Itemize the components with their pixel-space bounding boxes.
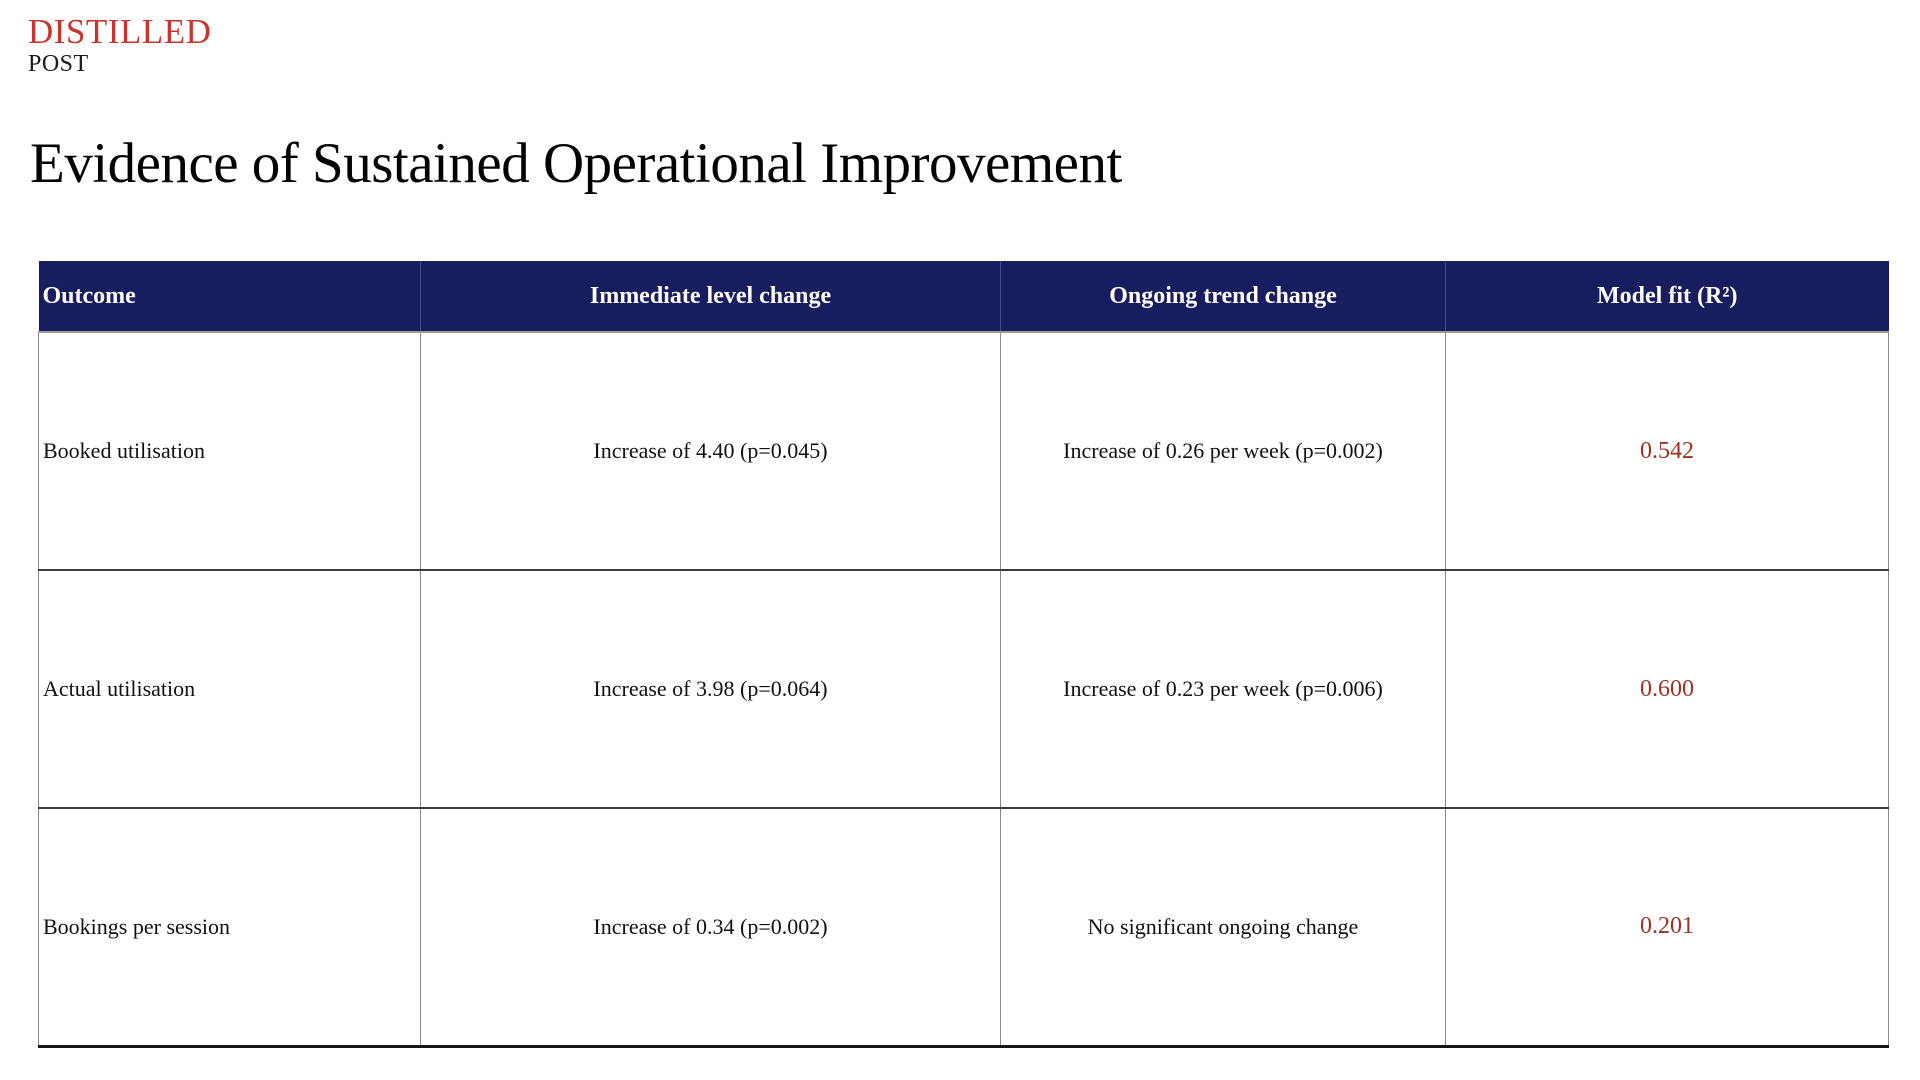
cell-immediate-level-change: Increase of 0.34 (p=0.002) [420,807,1001,1046]
cell-outcome: Bookings per session [38,807,421,1046]
cell-model-fit: 0.600 [1445,569,1889,808]
column-header-ongoing-trend-change: Ongoing trend change [1000,261,1446,333]
column-header-immediate-level-change: Immediate level change [420,261,1001,333]
table-header-row: Outcome Immediate level change Ongoing t… [38,261,1889,333]
column-header-model-fit: Model fit (R²) [1445,261,1889,333]
table-body: Booked utilisation Increase of 4.40 (p=0… [38,332,1889,1046]
brand-name: DISTILLED [28,12,212,51]
page-title: Evidence of Sustained Operational Improv… [30,132,1122,195]
results-table-container: Outcome Immediate level change Ongoing t… [38,261,1889,1048]
column-header-outcome: Outcome [38,261,421,333]
cell-model-fit: 0.542 [1445,332,1889,570]
cell-ongoing-trend-change: No significant ongoing change [1000,807,1446,1046]
brand-logo[interactable]: DISTILLED POST [28,14,211,76]
cell-ongoing-trend-change: Increase of 0.26 per week (p=0.002) [1000,332,1446,570]
site-header: DISTILLED POST [28,14,211,76]
table-row: Actual utilisation Increase of 3.98 (p=0… [38,569,1889,808]
cell-outcome: Booked utilisation [38,332,421,570]
cell-model-fit: 0.201 [1445,807,1889,1046]
brand-subtitle: POST [28,51,89,77]
table-row: Booked utilisation Increase of 4.40 (p=0… [38,332,1889,570]
cell-ongoing-trend-change: Increase of 0.23 per week (p=0.006) [1000,569,1446,808]
results-table: Outcome Immediate level change Ongoing t… [38,261,1889,1048]
table-row: Bookings per session Increase of 0.34 (p… [38,807,1889,1046]
cell-immediate-level-change: Increase of 4.40 (p=0.045) [420,332,1001,570]
cell-outcome: Actual utilisation [38,569,421,808]
cell-immediate-level-change: Increase of 3.98 (p=0.064) [420,569,1001,808]
table-header: Outcome Immediate level change Ongoing t… [38,261,1889,333]
